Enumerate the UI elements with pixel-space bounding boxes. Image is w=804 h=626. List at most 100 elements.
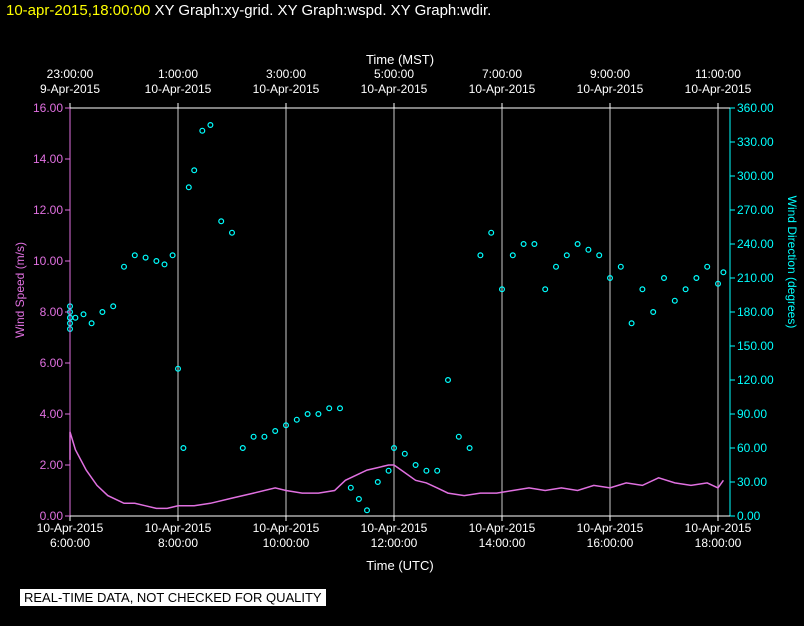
- wind-direction-point: [229, 229, 236, 236]
- wind-direction-point: [326, 405, 333, 412]
- wind-direction-point: [374, 479, 381, 486]
- wind-direction-point: [606, 275, 613, 282]
- wind-direction-point: [531, 241, 538, 248]
- x-tick-label-top-date: 10-Apr-2015: [253, 82, 320, 96]
- wind-direction-point: [169, 252, 176, 259]
- quality-notice: REAL-TIME DATA, NOT CHECKED FOR QUALITY: [20, 589, 326, 606]
- wind-direction-point: [315, 411, 322, 418]
- y-tick-label-left: 16.00: [33, 101, 63, 115]
- x-tick-label-bottom-date: 10-Apr-2015: [577, 521, 644, 535]
- x-tick-label-bottom-date: 10-Apr-2015: [145, 521, 212, 535]
- wind-direction-point: [272, 428, 279, 435]
- wind-direction-point: [142, 254, 149, 261]
- wind-speed-series-line: [69, 431, 725, 510]
- wind-direction-point: [180, 445, 187, 452]
- wind-direction-point: [720, 269, 727, 276]
- wind-direction-point: [552, 263, 559, 270]
- y-tick-label-right: 0.00: [737, 509, 761, 523]
- y-tick-label-left: 2.00: [40, 458, 64, 472]
- x-tick-label-bottom-time: 12:00:00: [371, 536, 418, 550]
- y-tick-label-right: 330.00: [737, 135, 774, 149]
- x-tick-label-bottom-time: 6:00:00: [50, 536, 90, 550]
- y-axis-title-left: Wind Speed (m/s): [13, 242, 27, 338]
- wind-direction-point: [304, 411, 311, 418]
- x-tick-label-bottom-time: 10:00:00: [263, 536, 310, 550]
- wind-direction-point: [153, 258, 160, 265]
- wind-direction-point: [385, 467, 392, 474]
- wind-direction-point: [542, 286, 549, 293]
- y-tick-label-right: 360.00: [737, 101, 774, 115]
- wind-direction-point: [617, 263, 624, 270]
- x-tick-label-bottom-date: 10-Apr-2015: [361, 521, 428, 535]
- x-tick-label-top-time: 9:00:00: [590, 67, 630, 81]
- wind-direction-point: [239, 445, 246, 452]
- x-axis-title-bottom: Time (UTC): [366, 558, 433, 573]
- wind-direction-point: [434, 467, 441, 474]
- y-tick-label-left: 10.00: [33, 254, 63, 268]
- wind-direction-point: [185, 184, 192, 191]
- wind-direction-point: [520, 241, 527, 248]
- wind-direction-point: [293, 416, 300, 423]
- wind-direction-point: [477, 252, 484, 259]
- chart-header: 10-apr-2015,18:00:00 XY Graph:xy-grid. X…: [6, 2, 491, 19]
- header-timestamp: 10-apr-2015,18:00:00: [6, 2, 151, 19]
- y-tick-label-left: 14.00: [33, 152, 63, 166]
- y-tick-label-right: 210.00: [737, 271, 774, 285]
- wind-direction-point: [650, 309, 657, 316]
- x-tick-label-top-date: 10-Apr-2015: [145, 82, 212, 96]
- wind-direction-point: [671, 297, 678, 304]
- wind-direction-point: [355, 496, 362, 503]
- x-tick-label-top-time: 7:00:00: [482, 67, 522, 81]
- x-tick-label-top-date: 10-Apr-2015: [361, 82, 428, 96]
- x-tick-label-top-date: 10-Apr-2015: [469, 82, 536, 96]
- x-tick-label-top-time: 5:00:00: [374, 67, 414, 81]
- plot-area: [70, 108, 730, 516]
- x-tick-label-bottom-time: 18:00:00: [695, 536, 742, 550]
- wind-direction-point: [660, 275, 667, 282]
- wind-direction-point: [131, 252, 138, 259]
- wind-direction-point: [88, 320, 95, 327]
- wind-direction-point: [596, 252, 603, 259]
- y-tick-label-right: 270.00: [737, 203, 774, 217]
- x-tick-label-top-time: 3:00:00: [266, 67, 306, 81]
- x-tick-label-top-date: 10-Apr-2015: [577, 82, 644, 96]
- x-tick-label-bottom-date: 10-Apr-2015: [685, 521, 752, 535]
- wind-direction-point: [72, 314, 79, 321]
- wind-direction-point: [261, 433, 268, 440]
- y-tick-label-right: 300.00: [737, 169, 774, 183]
- y-tick-label-left: 0.00: [40, 509, 64, 523]
- wind-direction-point: [682, 286, 689, 293]
- wind-direction-point: [161, 261, 168, 268]
- y-tick-label-left: 12.00: [33, 203, 63, 217]
- wind-direction-point: [283, 422, 290, 429]
- wind-direction-point: [509, 252, 516, 259]
- wind-direction-point: [207, 121, 214, 128]
- header-graphs: XY Graph:xy-grid. XY Graph:wspd. XY Grap…: [154, 2, 492, 19]
- y-tick-label-right: 90.00: [737, 407, 767, 421]
- x-tick-label-bottom-date: 10-Apr-2015: [37, 521, 104, 535]
- wind-direction-point: [337, 405, 344, 412]
- wind-direction-point: [175, 365, 182, 372]
- x-axis-title-top: Time (MST): [366, 52, 434, 67]
- x-tick-label-bottom-time: 14:00:00: [479, 536, 526, 550]
- wind-direction-point: [693, 275, 700, 282]
- x-tick-label-top-date: 9-Apr-2015: [40, 82, 100, 96]
- wind-direction-point: [585, 246, 592, 253]
- x-tick-label-bottom-time: 8:00:00: [158, 536, 198, 550]
- x-tick-label-bottom-date: 10-Apr-2015: [469, 521, 536, 535]
- wind-direction-point: [714, 280, 721, 287]
- y-tick-label-right: 30.00: [737, 475, 767, 489]
- wind-direction-point: [347, 484, 354, 491]
- x-tick-label-bottom-time: 16:00:00: [587, 536, 634, 550]
- wind-direction-point: [191, 167, 198, 174]
- wind-direction-point: [466, 445, 473, 452]
- x-tick-label-bottom-date: 10-Apr-2015: [253, 521, 320, 535]
- wind-direction-point: [574, 241, 581, 248]
- wind-direction-point: [250, 433, 257, 440]
- y-tick-label-left: 6.00: [40, 356, 64, 370]
- wind-direction-point: [364, 507, 371, 514]
- wind-direction-point: [199, 127, 206, 134]
- y-tick-label-left: 8.00: [40, 305, 64, 319]
- wind-direction-point: [218, 218, 225, 225]
- wind-direction-point: [412, 462, 419, 469]
